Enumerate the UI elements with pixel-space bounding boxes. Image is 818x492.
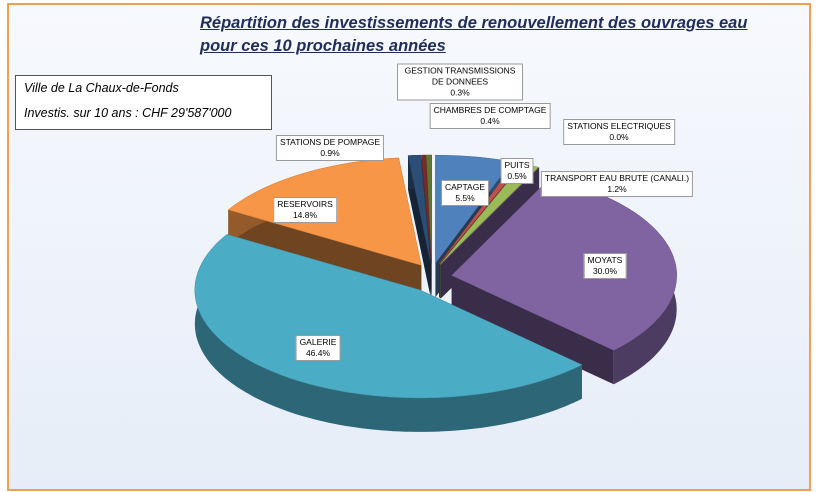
data-label: GALERIE 46.4% <box>295 335 341 361</box>
slice-top <box>440 167 540 265</box>
slice-top <box>421 154 432 264</box>
label-value: 1.2% <box>607 184 627 194</box>
slice-top <box>194 234 583 399</box>
data-label: CHAMBRES DE COMPTAGE 0.4% <box>429 103 551 129</box>
label-category: PUITS <box>504 160 530 170</box>
label-value: 14.8% <box>292 210 318 220</box>
annotation: Investis. sur 10 ans : CHF 29'587'000 <box>24 106 232 120</box>
label-category: CAPTAGE <box>445 182 485 192</box>
data-label: STATIONS DE POMPAGE 0.9% <box>275 135 385 161</box>
label-category: GALERIE <box>299 337 337 347</box>
label-value: 0.0% <box>609 132 629 142</box>
label-value: 0.9% <box>320 148 340 158</box>
label-category: MOYATS <box>587 255 623 265</box>
slice-wall <box>194 234 582 432</box>
label-value: 0.4% <box>480 116 500 126</box>
data-label: STATIONS ELECTRIQUES 0.0% <box>563 119 675 145</box>
data-label: GESTION TRANSMISSIONS DE DONNEES 0.3% <box>397 63 523 101</box>
data-label: TRANSPORT EAU BRUTE (CANALI.) 1.2% <box>540 171 694 197</box>
pie-slice <box>451 177 677 385</box>
data-label: RESERVOIRS 14.8% <box>273 197 337 223</box>
label-category: TRANSPORT EAU BRUTE (CANALI.) <box>544 173 690 183</box>
data-label: PUITS 0.5% <box>500 158 534 184</box>
label-category: CHAMBRES DE COMPTAGE <box>433 105 547 115</box>
data-label: MOYATS 30.0% <box>583 253 627 279</box>
label-value: 0.3% <box>450 87 470 98</box>
chart-title: pour ces 10 prochaines années <box>200 37 446 55</box>
label-value: 46.4% <box>305 348 331 358</box>
chart-title: Répartition des investissements de renou… <box>200 14 748 32</box>
slice-side <box>451 275 614 385</box>
data-label: CAPTAGE 5.5% <box>441 180 489 206</box>
label-value: 0.5% <box>507 171 527 181</box>
annotation: Ville de La Chaux-de-Fonds <box>24 81 179 95</box>
info-box: Ville de La Chaux-de-Fonds Investis. sur… <box>15 75 272 130</box>
label-category: STATIONS DE POMPAGE <box>279 137 381 147</box>
label-category: RESERVOIRS <box>277 199 333 209</box>
label-value: 5.5% <box>455 193 475 203</box>
label-value: 30.0% <box>592 266 618 276</box>
label-category: STATIONS ELECTRIQUES <box>567 121 671 131</box>
pie-slice <box>407 154 431 297</box>
pie-slice <box>194 234 583 432</box>
slice-side <box>408 155 431 297</box>
label-category: GESTION TRANSMISSIONS DE DONNEES <box>404 65 516 87</box>
slice-top <box>407 154 431 264</box>
slice-top <box>425 154 432 264</box>
